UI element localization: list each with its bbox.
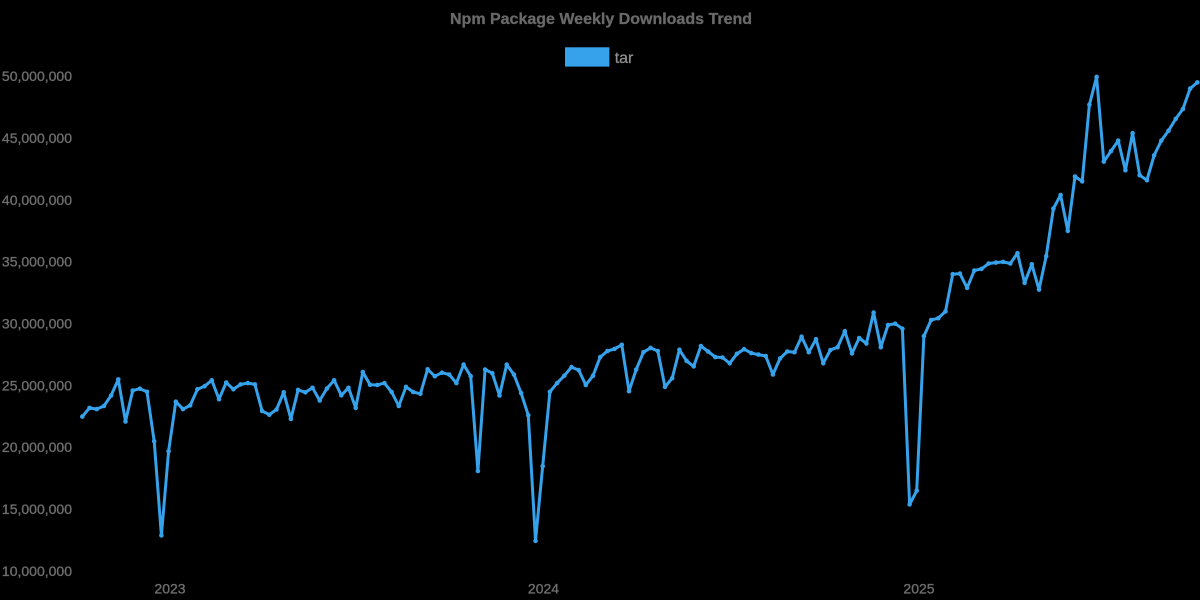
svg-text:40,000,000: 40,000,000 [2, 192, 72, 208]
svg-text:Npm Package Weekly Downloads T: Npm Package Weekly Downloads Trend [450, 11, 752, 28]
svg-text:50,000,000: 50,000,000 [2, 68, 72, 84]
svg-text:2024: 2024 [528, 581, 559, 597]
svg-text:25,000,000: 25,000,000 [2, 377, 72, 393]
svg-text:20,000,000: 20,000,000 [2, 439, 72, 455]
svg-text:30,000,000: 30,000,000 [2, 316, 72, 332]
svg-text:10,000,000: 10,000,000 [2, 563, 72, 579]
svg-text:45,000,000: 45,000,000 [2, 130, 72, 146]
svg-text:15,000,000: 15,000,000 [2, 501, 72, 517]
svg-text:tar: tar [615, 50, 634, 67]
svg-text:2025: 2025 [903, 581, 934, 597]
svg-text:2023: 2023 [154, 581, 185, 597]
svg-text:35,000,000: 35,000,000 [2, 254, 72, 270]
